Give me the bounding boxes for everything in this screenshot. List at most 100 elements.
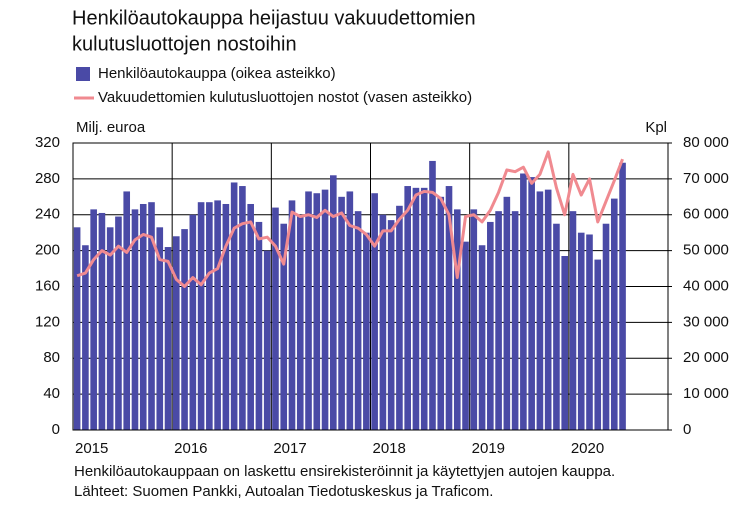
bar — [172, 236, 180, 430]
bar — [197, 202, 205, 430]
chart-title: Henkilöautokauppa heijastuu vakuudettomi… — [72, 7, 476, 29]
bar — [536, 191, 544, 430]
y2-tick-label: 30 000 — [683, 313, 729, 330]
bar — [437, 196, 445, 430]
bar — [404, 186, 411, 430]
bar — [73, 227, 81, 430]
bar — [470, 209, 478, 430]
bar — [462, 241, 469, 430]
bar — [313, 193, 321, 430]
bar — [412, 187, 420, 430]
bar — [255, 221, 263, 430]
bar — [106, 227, 114, 430]
bar — [206, 202, 213, 430]
bar — [586, 234, 593, 430]
bar — [321, 189, 329, 430]
legend-label: Vakuudettomien kulutusluottojen nostot (… — [98, 89, 472, 106]
footnote: Lähteet: Suomen Pankki, Autoalan Tiedotu… — [74, 483, 493, 500]
bar — [330, 175, 337, 430]
bar — [520, 173, 527, 430]
plot-frame — [72, 142, 669, 431]
bar — [123, 191, 131, 430]
bar — [503, 196, 511, 430]
y2-tick-label: 60 000 — [683, 206, 729, 223]
bar — [139, 203, 147, 430]
bar — [189, 214, 197, 430]
bar — [429, 160, 436, 430]
bar — [478, 245, 486, 430]
bar — [610, 198, 618, 430]
bar — [288, 200, 296, 430]
bar — [363, 232, 370, 430]
bar — [263, 250, 271, 430]
bar — [577, 232, 585, 430]
bar — [181, 229, 188, 430]
bar — [379, 214, 387, 430]
bar — [296, 214, 304, 430]
bar — [387, 220, 395, 430]
line — [76, 150, 624, 288]
y2-tick-label: 70 000 — [683, 170, 729, 187]
y-tick-label: 200 — [35, 242, 60, 259]
y-tick-label: 0 — [52, 421, 60, 438]
bar — [528, 177, 535, 430]
bar — [511, 211, 519, 430]
bar — [487, 221, 494, 430]
y-tick-label: 280 — [35, 170, 60, 187]
bar — [90, 209, 97, 430]
bar — [396, 205, 403, 430]
bar — [602, 223, 610, 430]
bar — [619, 162, 626, 430]
bar — [305, 191, 312, 430]
chart-title: kulutusluottojen nostoihin — [72, 33, 297, 55]
bar — [561, 256, 569, 430]
bar — [148, 202, 155, 430]
y2-tick-label: 50 000 — [683, 242, 729, 259]
bar — [280, 223, 288, 430]
bar — [156, 227, 164, 430]
x-tick-label: 2017 — [273, 440, 306, 457]
bar — [544, 189, 552, 430]
y2-tick-label: 10 000 — [683, 385, 729, 402]
bar — [239, 186, 246, 430]
bar — [354, 211, 362, 430]
bar — [247, 203, 254, 430]
y-tick-label: 80 — [43, 349, 60, 366]
y-tick-label: 40 — [43, 385, 60, 402]
y-tick-label: 120 — [35, 313, 60, 330]
y-tick-label: 320 — [35, 134, 60, 151]
y2-tick-label: 0 — [683, 421, 691, 438]
legend-label: Henkilöautokauppa (oikea asteikko) — [98, 65, 336, 82]
x-tick-label: 2020 — [571, 440, 604, 457]
bar — [371, 193, 378, 430]
x-tick-label: 2016 — [174, 440, 207, 457]
bar — [338, 196, 345, 430]
bar — [222, 203, 230, 430]
y2-axis-label: Kpl — [645, 119, 667, 136]
y2-tick-label: 40 000 — [683, 277, 729, 294]
bar — [98, 212, 106, 430]
bar — [553, 223, 560, 430]
y-tick-label: 160 — [35, 277, 60, 294]
bar — [164, 247, 172, 430]
bar — [453, 209, 461, 430]
bar — [420, 187, 428, 430]
y2-tick-label: 20 000 — [683, 349, 729, 366]
bar — [272, 207, 279, 430]
bar — [594, 259, 602, 430]
bar — [131, 209, 139, 430]
x-tick-label: 2015 — [75, 440, 108, 457]
bar — [495, 211, 502, 430]
legend-swatch — [76, 67, 90, 81]
y-axis-label: Milj. euroa — [76, 119, 146, 136]
footnote: Henkilöautokauppaan on laskettu ensireki… — [74, 463, 615, 480]
bar — [214, 200, 221, 430]
bar — [82, 245, 89, 430]
bar — [569, 211, 577, 430]
bar — [346, 191, 354, 430]
bar — [445, 186, 453, 430]
y-tick-label: 240 — [35, 206, 60, 223]
y2-tick-label: 80 000 — [683, 134, 729, 151]
bar — [115, 216, 122, 430]
